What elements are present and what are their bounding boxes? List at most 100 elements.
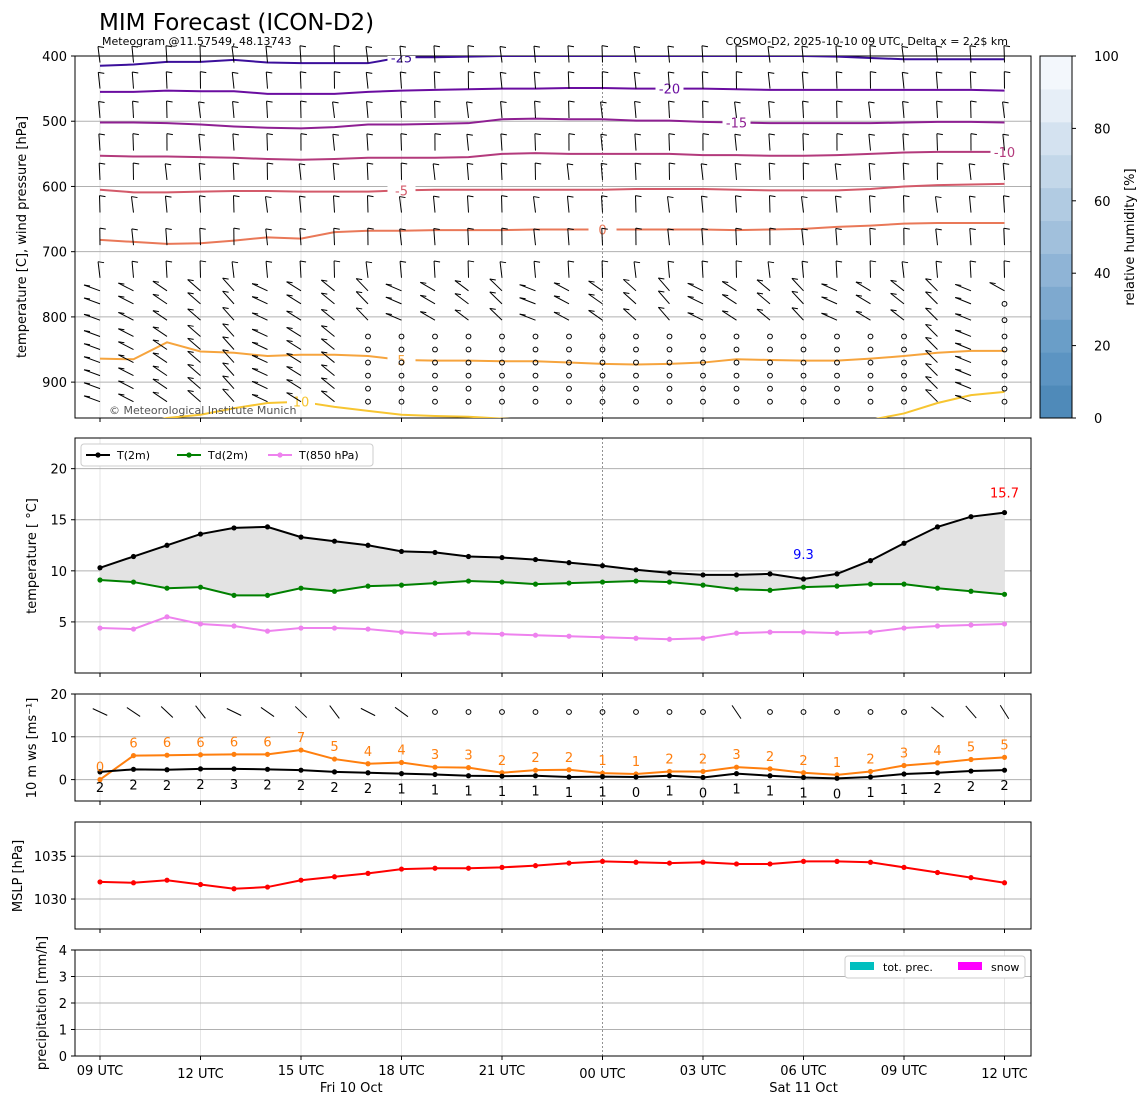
wind-barb-flag — [635, 227, 642, 230]
calm-marker — [700, 333, 706, 340]
mslp-panel: 1030 1035 MSLP [hPa] — [11, 821, 1032, 933]
series-t2m-point — [231, 525, 237, 531]
wind-barb-flag — [701, 163, 708, 166]
wind-max-label: 6 — [263, 735, 271, 750]
wind-barb-flag — [467, 45, 475, 48]
wind-barb — [251, 367, 268, 377]
wind-barb — [801, 228, 804, 246]
mslp-line-point — [633, 859, 639, 865]
wind-barb-flag — [83, 369, 91, 372]
wind-barb-flag — [299, 163, 306, 166]
wind-barb-flag — [658, 277, 665, 280]
wind-barb-flag — [187, 292, 194, 295]
wind-mean-label: 0 — [632, 786, 640, 801]
wind-max-line-point — [700, 768, 706, 775]
colorbar-label: relative humidity [%] — [1123, 168, 1138, 305]
wind-barb-flag — [801, 196, 808, 199]
calm-marker — [733, 333, 740, 340]
calm-marker — [432, 385, 438, 392]
calm-marker — [599, 385, 606, 392]
isotherm-label: 0 — [598, 223, 606, 238]
wind-barb-flag — [722, 294, 729, 297]
wind-barb — [533, 261, 536, 278]
wind-max-label: 2 — [766, 750, 774, 765]
wind-barb-flag — [955, 368, 962, 371]
wind-barb — [499, 46, 503, 63]
calm-marker — [867, 398, 874, 405]
wind-max-label: 2 — [799, 754, 807, 769]
wind-barb — [83, 369, 101, 377]
y-axis-label: MSLP [hPa] — [11, 840, 26, 912]
wind-barb-flag — [286, 294, 293, 297]
legend-marker-t2m — [95, 452, 101, 458]
wind-barb-flag — [687, 312, 694, 315]
y-axis-label: temperature [ °C] — [25, 498, 40, 614]
calm-marker — [800, 385, 807, 392]
wind-barb — [332, 134, 335, 151]
wind-barb-flag — [736, 260, 743, 263]
calm-marker — [499, 709, 505, 715]
wind-max-label: 3 — [431, 748, 439, 763]
wind-mean-line-point — [599, 774, 606, 780]
wind-barb — [532, 196, 536, 213]
wind-barb-flag — [222, 336, 229, 339]
wind-barb-flag — [658, 306, 665, 309]
colorbar-frame — [1039, 55, 1073, 419]
calm-marker — [465, 385, 472, 392]
wind-barb — [399, 46, 402, 63]
wind-barb — [566, 196, 570, 213]
wind-barb-flag — [99, 227, 106, 230]
wind-barb-flag — [801, 45, 809, 48]
mslp-line-point — [532, 863, 539, 869]
wind-barb-flag — [132, 133, 139, 136]
wind-barb-flag — [756, 292, 764, 295]
wind-barb — [633, 72, 637, 89]
wind-barb — [934, 196, 938, 213]
wind-mean-label: 2 — [297, 779, 305, 794]
wind-barb — [131, 261, 134, 278]
wind-mean-label: 2 — [330, 781, 338, 796]
wind-barb-flag — [401, 162, 408, 165]
wind-barb — [925, 307, 938, 321]
y-tick-label: 800 — [42, 311, 67, 326]
calm-marker — [666, 398, 673, 405]
wind-barb — [365, 46, 369, 63]
wind-barb-flag — [252, 296, 259, 299]
wind-barb — [399, 261, 402, 278]
calm-marker — [700, 346, 706, 353]
wind-barb — [398, 196, 402, 213]
wind-barb — [868, 101, 871, 119]
wind-barb-flag — [231, 261, 239, 264]
series-t850-point — [331, 625, 338, 631]
wind-barb — [222, 323, 235, 337]
wind-mean-label: 2 — [967, 780, 975, 795]
wind-mean-line-point — [264, 766, 271, 772]
wind-barb-flag — [890, 279, 897, 282]
wind-barb — [222, 375, 235, 389]
wind-barb — [385, 313, 402, 321]
wind-barb-flag — [588, 293, 595, 296]
wind-barb-flag — [1003, 45, 1011, 48]
wind-barb — [534, 133, 536, 151]
wind-barb-flag — [165, 163, 172, 166]
wind-barb-flag — [468, 260, 475, 263]
isotherm-label: -15 — [726, 117, 747, 132]
calm-marker — [566, 346, 572, 353]
wind-barb — [118, 295, 134, 305]
wind-barb — [251, 381, 268, 390]
calm-marker — [666, 359, 673, 366]
wind-barb — [152, 310, 168, 321]
wind-barb-flag — [925, 307, 932, 310]
wind-barb-flag — [252, 367, 259, 370]
wind-barb-flag — [400, 133, 407, 136]
legend-box — [844, 955, 1026, 979]
wind-barb — [701, 228, 704, 246]
calm-marker — [566, 359, 572, 366]
wind-barb-flag — [118, 282, 125, 285]
x-tick-label: 09 UTC — [77, 1064, 123, 1079]
wind-barb — [433, 71, 436, 89]
wind-barb-flag — [99, 195, 106, 198]
wind-barb — [118, 341, 134, 350]
wind-barb-flag — [567, 163, 574, 166]
wind-barb — [399, 71, 402, 89]
